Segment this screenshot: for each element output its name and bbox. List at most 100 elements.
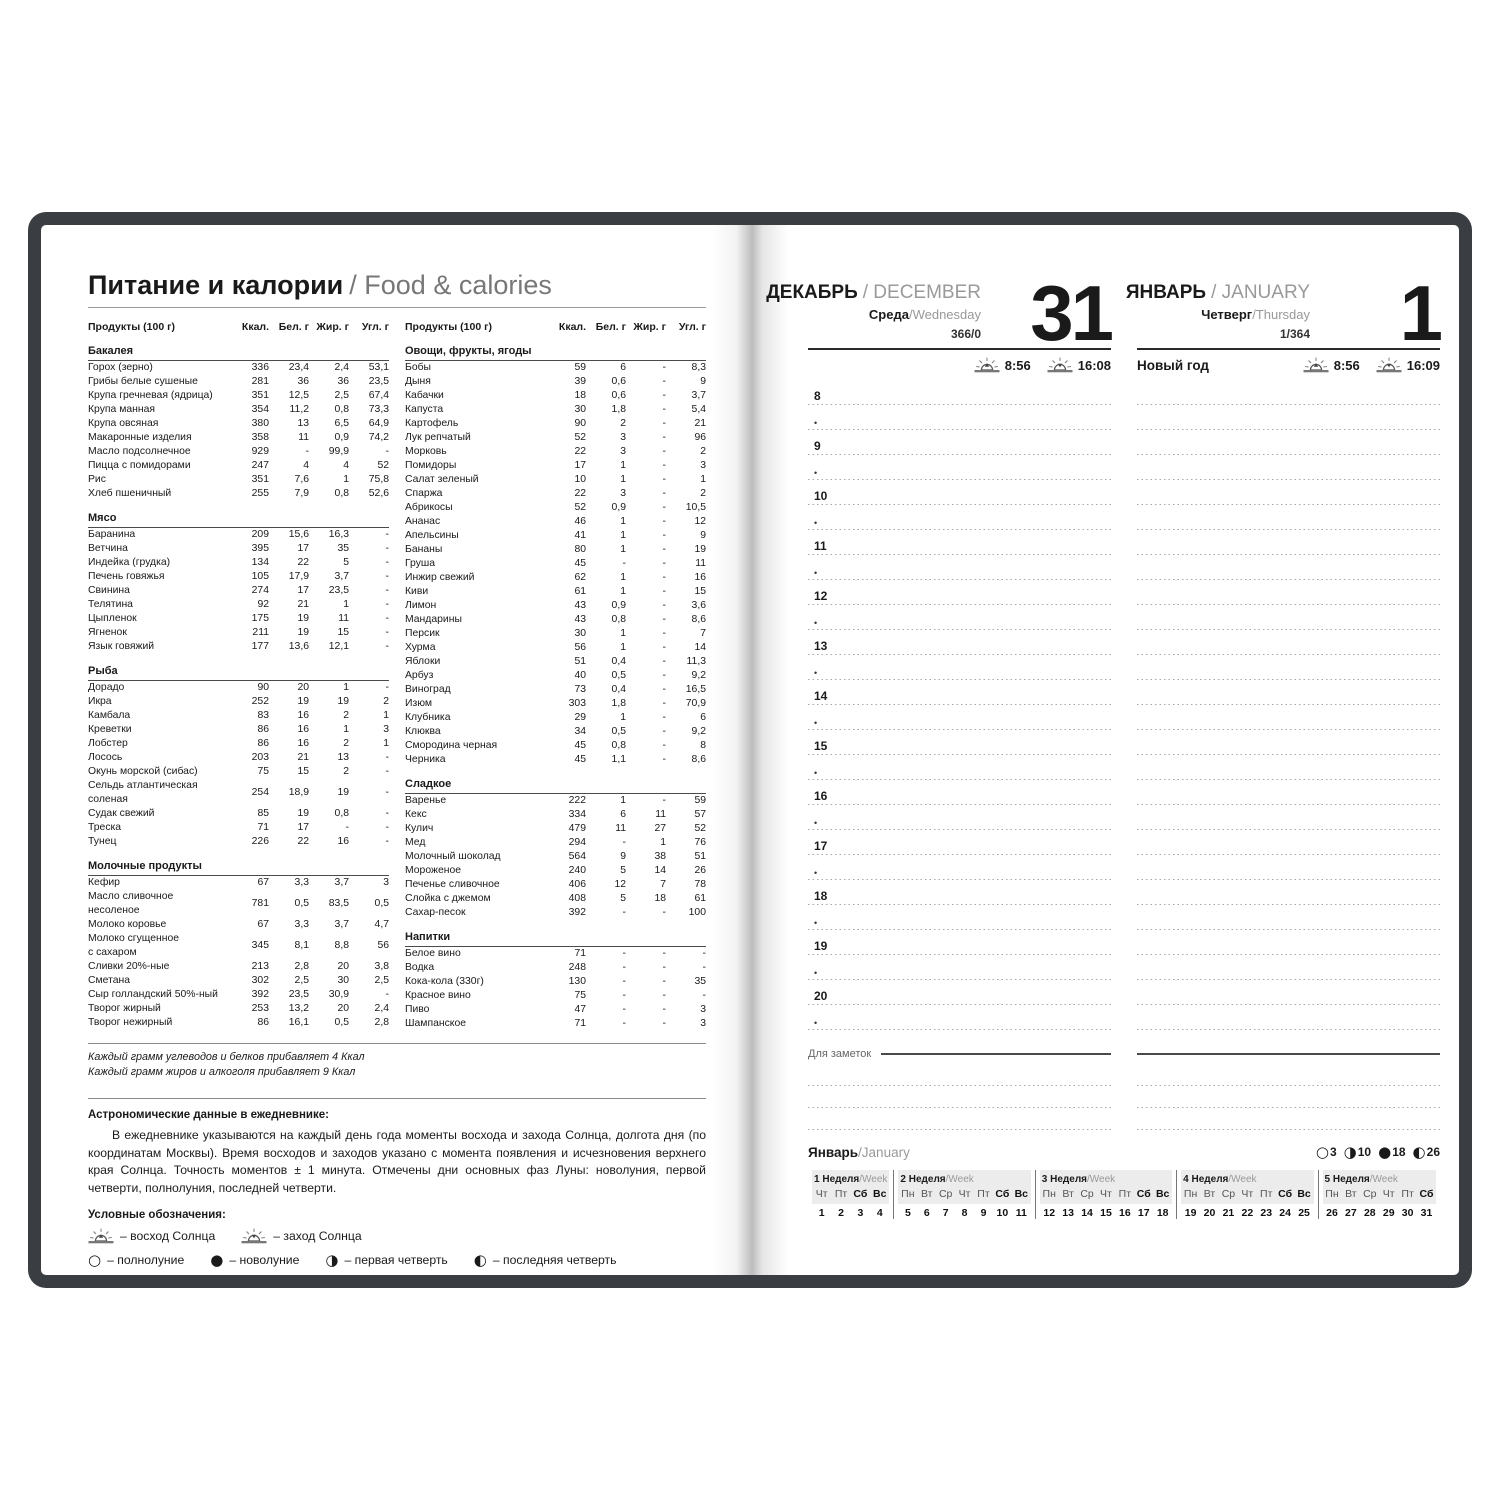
hour-label: 20 <box>814 989 828 1003</box>
food-name: Сливки 20%-ные <box>88 961 170 972</box>
legend-moon-item: ○ – полнолуние <box>88 1251 184 1269</box>
food-value: 1 <box>620 530 626 541</box>
hour-row <box>1137 530 1440 555</box>
food-row: Креветки 86 16 1 3 <box>88 723 389 737</box>
day-column-dec31: ДЕКАБРЬ / DECEMBER Среда/Wednesday 366/0 … <box>766 274 1114 1130</box>
food-value: 479 <box>568 823 586 834</box>
legend-sun-item: – заход Солнца <box>241 1228 362 1244</box>
food-value: 22 <box>297 557 309 568</box>
sun-times-row: Новый год 8:56 16:09 <box>1137 350 1440 380</box>
hour-row <box>1137 680 1440 705</box>
food-value: 43 <box>574 600 586 611</box>
food-value: 1 <box>343 682 349 693</box>
food-value: 0,9 <box>611 502 626 513</box>
food-row: Масло сливочное несоленое 781 0,5 83,5 0,5 <box>88 890 389 918</box>
food-name: Клюква <box>405 726 441 737</box>
food-value: 11,3 <box>686 656 706 667</box>
header-carbs: Угл. г <box>361 321 389 333</box>
food-value: 2 <box>343 710 349 721</box>
page-title-en: / Food & calories <box>349 270 552 300</box>
food-name: Дорадо <box>88 682 125 693</box>
food-row: Кока-кола (330г) 130 - - 35 <box>405 975 706 989</box>
food-value: 17 <box>297 585 309 596</box>
right-page-footer: Январь/January ○ 3 ◑ 10 ● 18 ◐ 26 <box>808 1140 1440 1164</box>
half-hour-row <box>1137 555 1440 580</box>
moon-phase-icon: ○ <box>88 1251 102 1269</box>
day-name-cell: Сб <box>1136 1188 1151 1200</box>
food-row: Кефир 67 3,3 3,7 3 <box>88 876 389 890</box>
food-row: Сметана 302 2,5 30 2,5 <box>88 974 389 988</box>
food-value: 21 <box>694 418 706 429</box>
notes-dotted-line <box>808 1108 1111 1130</box>
header-carbs: Угл. г <box>678 321 706 333</box>
food-value: 73,3 <box>368 404 389 415</box>
food-value: 17,9 <box>288 571 309 582</box>
food-value: 0,5 <box>334 1017 349 1028</box>
food-name: Печень говяжья <box>88 571 165 582</box>
food-value: 3,6 <box>691 600 706 611</box>
food-name: Молоко коровье <box>88 919 167 930</box>
food-name: Хурма <box>405 642 436 653</box>
food-value: 3,7 <box>334 919 349 930</box>
food-value: 52 <box>694 823 706 834</box>
food-value: 5 <box>620 893 626 904</box>
sunset-time: 16:09 <box>1376 357 1440 373</box>
food-name: Лимон <box>405 600 437 611</box>
food-value: 134 <box>251 557 269 568</box>
food-value: 64,9 <box>368 418 389 429</box>
moon-phases: ○ 3 ◑ 10 ● 18 ◐ 26 <box>1316 1145 1440 1160</box>
half-hour-row <box>1137 705 1440 730</box>
notes-lines <box>1137 1064 1440 1130</box>
food-value: 85 <box>257 808 269 819</box>
holiday-label: Новый год <box>1137 357 1209 373</box>
food-name: Кабачки <box>405 390 444 401</box>
food-value: 75,8 <box>368 474 389 485</box>
food-name: Кулич <box>405 823 434 834</box>
food-row: Картофель 90 2 - 21 <box>405 417 706 431</box>
month-line: ЯНВАРЬ / JANUARY <box>1126 282 1310 304</box>
food-value: 2,8 <box>374 1017 389 1028</box>
food-value: - <box>662 990 666 1001</box>
food-value: - <box>662 698 666 709</box>
food-value: 3,7 <box>334 571 349 582</box>
food-name: Изюм <box>405 698 433 709</box>
food-value: 1,8 <box>611 698 626 709</box>
food-value: 130 <box>568 976 586 987</box>
day-name-cell: Пт <box>834 1188 848 1200</box>
food-value: 90 <box>574 418 586 429</box>
food-row: Слойка с джемом 408 5 18 61 <box>405 892 706 906</box>
food-value: - <box>662 976 666 987</box>
food-value: - <box>385 766 389 777</box>
half-hour-dot: • <box>814 468 818 478</box>
week-label-ru: Неделя <box>819 1174 860 1185</box>
food-value: 16,5 <box>685 684 706 695</box>
sunset-icon <box>241 1228 267 1244</box>
food-name: Белое вино <box>405 948 461 959</box>
food-value: - <box>385 529 389 540</box>
moon-phase: ◑ 10 <box>1344 1145 1371 1160</box>
day-name-cell: Сб <box>1278 1188 1293 1200</box>
calendar-week: 1 Неделя/Week Чт Пт Сб Вс 1 2 3 4 <box>808 1170 893 1219</box>
food-value: 15 <box>297 766 309 777</box>
half-hour-row: • <box>808 555 1111 580</box>
food-value: 96 <box>694 432 706 443</box>
week-number: 1 <box>814 1174 820 1185</box>
food-value: 2 <box>700 446 706 457</box>
food-value: 75 <box>574 990 586 1001</box>
sunset-value: 16:08 <box>1077 357 1111 373</box>
week-dates: 5 6 7 8 9 10 11 <box>898 1204 1030 1219</box>
food-name: Творог жирный <box>88 1003 161 1014</box>
calendar-week: 4 Неделя/Week Пн Вт Ср Чт Пт Сб Вс 19 20 21 22 23 24 2… <box>1176 1170 1317 1219</box>
week-label-ru: Неделя <box>1188 1174 1229 1185</box>
date-cell: 22 <box>1241 1207 1254 1219</box>
food-row: Кекс 334 6 11 57 <box>405 808 706 822</box>
food-value: 281 <box>251 376 269 387</box>
date-cell: 18 <box>1156 1207 1169 1219</box>
hour-label: 19 <box>814 939 828 953</box>
hour-row: 9 <box>808 430 1111 455</box>
food-name: Водка <box>405 962 435 973</box>
food-column: Продукты (100 г) Ккал. Бел. г Жир. г Угл. г О… <box>405 320 706 1033</box>
food-value: 2,5 <box>334 390 349 401</box>
week-day-names: Пн Вт Ср Чт Пт Сб Вс <box>898 1187 1031 1204</box>
food-value: 14 <box>694 642 706 653</box>
